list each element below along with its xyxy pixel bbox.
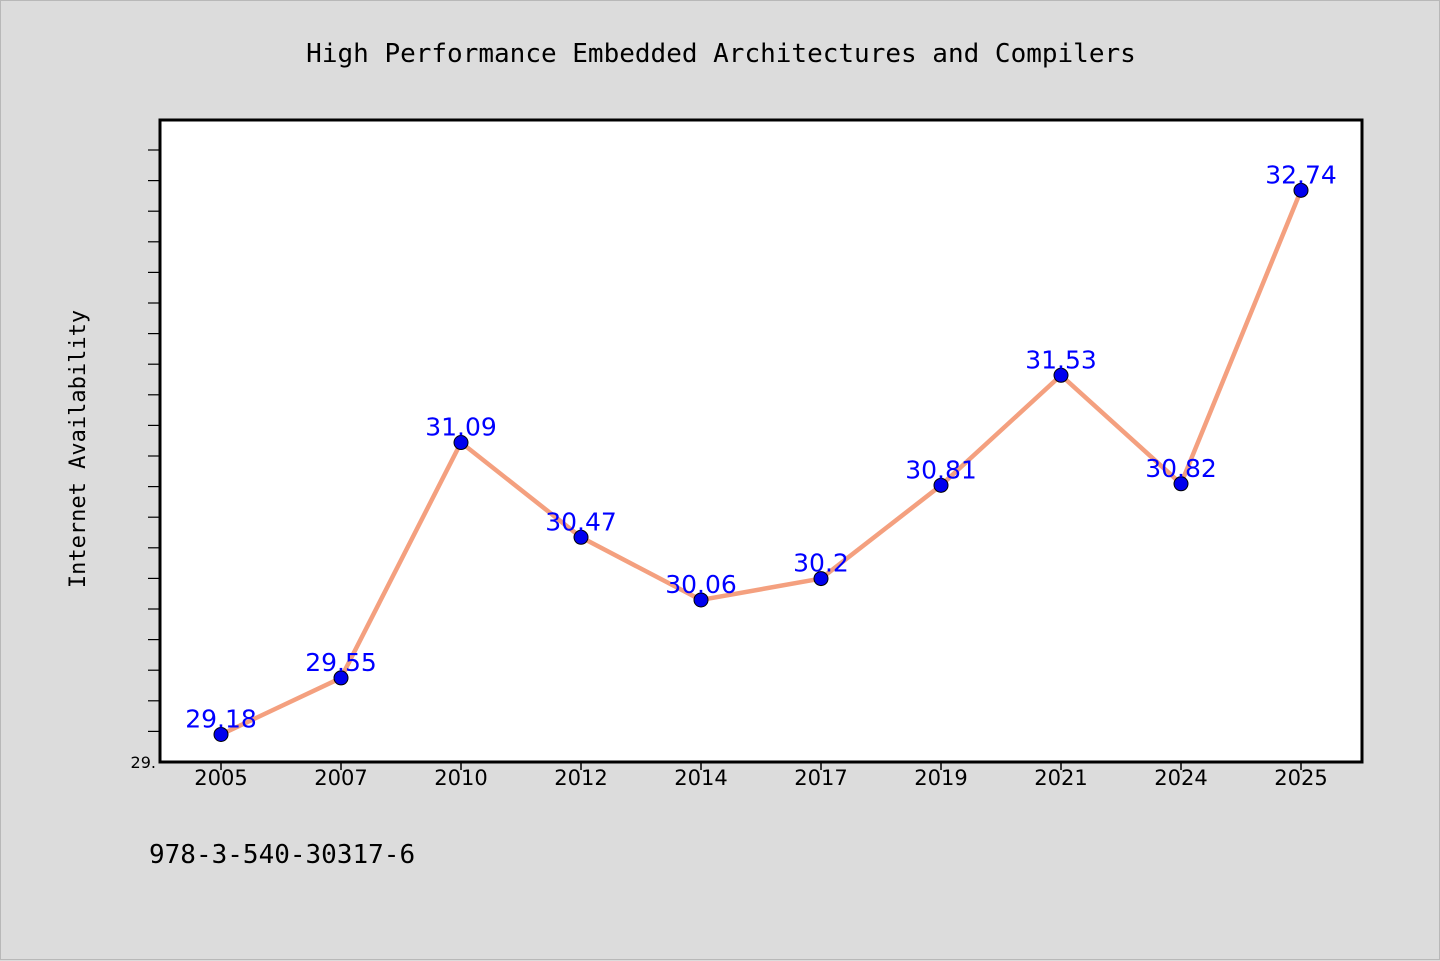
data-point: [453, 435, 469, 451]
x-tick-label: 2014: [674, 766, 727, 790]
data-label: 30.06: [665, 570, 737, 599]
plot-area: [158, 118, 1364, 764]
x-axis-ticks: 2005 2007 2010 2012 2014 2017 2019 2021 2024 2025: [194, 762, 1328, 790]
data-label: 31.09: [425, 413, 497, 442]
data-point: [213, 726, 229, 742]
data-label: 30.82: [1145, 454, 1217, 483]
data-label: 30.81: [905, 455, 977, 484]
data-point: [333, 670, 349, 686]
x-tick-label: 2021: [1034, 766, 1087, 790]
data-label: 30.47: [545, 507, 617, 536]
x-tick-label: 2025: [1274, 766, 1327, 790]
x-tick-label: 2007: [314, 766, 367, 790]
data-point: [1053, 367, 1069, 383]
data-point: [573, 529, 589, 545]
y-axis-min-label: 29.: [131, 753, 156, 772]
y-axis-ticks: [148, 149, 160, 733]
data-point: [1293, 182, 1309, 198]
data-label: 31.53: [1025, 345, 1097, 374]
x-tick-label: 2012: [554, 766, 607, 790]
data-point: [813, 571, 829, 587]
data-label: 29.18: [185, 704, 257, 733]
data-point: [1173, 476, 1189, 492]
data-label: 32.74: [1265, 160, 1337, 189]
x-tick-label: 2019: [914, 766, 967, 790]
x-tick-label: 2005: [194, 766, 247, 790]
data-labels: 29.18 29.55 31.09 30.47 30.06 30.2 30.81 31.53 3…: [185, 160, 1337, 733]
series-line: [218, 188, 1304, 737]
x-tick-label: 2010: [434, 766, 487, 790]
data-label: 30.2: [793, 549, 849, 578]
footnote-isbn: 978-3-540-30317-6: [149, 840, 415, 870]
x-tick-label: 2024: [1154, 766, 1207, 790]
data-label: 29.55: [305, 648, 377, 677]
data-point: [693, 592, 709, 608]
x-tick-label: 2017: [794, 766, 847, 790]
chart-title: High Performance Embedded Architectures …: [306, 39, 1136, 69]
y-axis-label: Internet Availability: [66, 310, 91, 588]
data-markers: [213, 182, 1309, 742]
data-point: [933, 477, 949, 493]
